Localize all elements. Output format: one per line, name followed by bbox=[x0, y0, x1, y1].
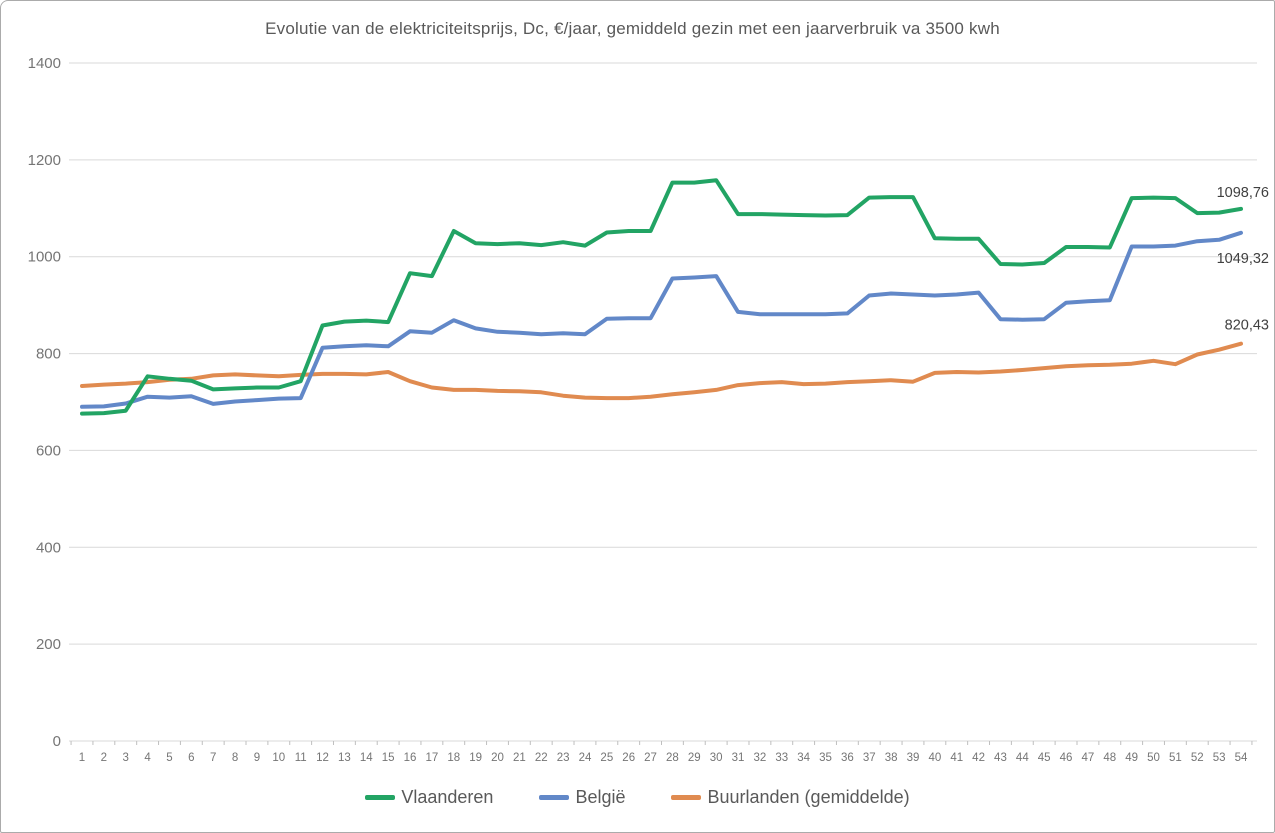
series-end-label-0: 1098,76 bbox=[1217, 185, 1269, 201]
x-tick-label: 9 bbox=[254, 752, 260, 764]
y-axis-labels: 0 200 400 600 800 1000 1200 1400 bbox=[28, 55, 61, 750]
x-tick-label: 39 bbox=[907, 752, 920, 764]
x-tick-label: 6 bbox=[188, 752, 194, 764]
x-tick-label: 25 bbox=[600, 752, 613, 764]
x-tick-label: 27 bbox=[644, 752, 657, 764]
x-tick-label: 44 bbox=[1016, 752, 1029, 764]
x-tick-label: 33 bbox=[775, 752, 788, 764]
x-tick-label: 51 bbox=[1169, 752, 1182, 764]
x-tick-label: 1 bbox=[79, 752, 85, 764]
y-gridlines bbox=[69, 62, 1257, 742]
x-tick-label: 53 bbox=[1213, 752, 1226, 764]
x-tick-label: 22 bbox=[535, 752, 548, 764]
x-tick-label: 10 bbox=[272, 752, 285, 764]
x-tick-label: 13 bbox=[338, 752, 351, 764]
x-tick-label: 43 bbox=[994, 752, 1007, 764]
legend-item-buurlanden[interactable]: Buurlanden (gemiddelde) bbox=[671, 787, 910, 808]
legend-label-belgie: België bbox=[575, 787, 626, 807]
x-tick-label: 40 bbox=[928, 752, 941, 764]
x-tick-label: 24 bbox=[579, 752, 592, 764]
x-tick-label: 54 bbox=[1235, 752, 1248, 764]
x-tick-label: 34 bbox=[797, 752, 810, 764]
x-tick-label: 46 bbox=[1060, 752, 1073, 764]
x-tick-label: 42 bbox=[972, 752, 985, 764]
x-tick-label: 15 bbox=[382, 752, 395, 764]
y-tick-label: 200 bbox=[36, 636, 61, 653]
x-tick-label: 14 bbox=[360, 752, 373, 764]
x-tick-label: 16 bbox=[404, 752, 417, 764]
x-tick-label: 32 bbox=[754, 752, 767, 764]
y-tick-label: 1000 bbox=[28, 249, 61, 266]
x-tick-label: 26 bbox=[622, 752, 635, 764]
legend-item-vlaanderen[interactable]: Vlaanderen bbox=[365, 787, 493, 808]
x-tick-label: 48 bbox=[1103, 752, 1116, 764]
x-tick-label: 19 bbox=[469, 752, 482, 764]
y-tick-label: 1200 bbox=[28, 152, 61, 169]
x-tick-label: 7 bbox=[210, 752, 216, 764]
x-tick-label: 49 bbox=[1125, 752, 1138, 764]
legend-swatch-vlaanderen-icon bbox=[365, 795, 396, 800]
x-tick-label: 29 bbox=[688, 752, 701, 764]
legend-swatch-buurlanden-icon bbox=[671, 795, 702, 800]
x-tick-label: 35 bbox=[819, 752, 832, 764]
series-end-label-2: 820,43 bbox=[1225, 318, 1269, 334]
x-tick-label: 8 bbox=[232, 752, 238, 764]
y-tick-label: 800 bbox=[36, 346, 61, 363]
y-tick-label: 400 bbox=[36, 539, 61, 556]
x-tick-label: 11 bbox=[295, 752, 307, 764]
y-tick-label: 0 bbox=[53, 733, 61, 750]
y-tick-label: 1400 bbox=[28, 55, 61, 72]
x-tick-label: 4 bbox=[144, 752, 151, 764]
x-tick-label: 45 bbox=[1038, 752, 1051, 764]
x-tick-label: 47 bbox=[1082, 752, 1095, 764]
legend-swatch-belgie-icon bbox=[539, 795, 570, 800]
series-end-label-1: 1049,32 bbox=[1217, 251, 1269, 267]
x-tick-label: 20 bbox=[491, 752, 504, 764]
x-tick-label: 30 bbox=[710, 752, 723, 764]
x-tick-label: 17 bbox=[425, 752, 438, 764]
x-axis-labels: 1 2 3 4 5 6 7 8 9 10 11 12 13 14 15 16 17 18 19 20 21 22 23 24 2… bbox=[79, 752, 1248, 764]
x-tick-label: 21 bbox=[513, 752, 526, 764]
legend-label-buurlanden: Buurlanden (gemiddelde) bbox=[707, 787, 910, 807]
x-axis-ticks bbox=[70, 741, 1253, 745]
y-tick-label: 600 bbox=[36, 442, 61, 459]
x-tick-label: 5 bbox=[166, 752, 172, 764]
x-tick-label: 31 bbox=[732, 752, 745, 764]
x-tick-label: 23 bbox=[557, 752, 570, 764]
series-line-1[interactable] bbox=[80, 230, 1243, 409]
x-tick-label: 37 bbox=[863, 752, 876, 764]
x-tick-label: 50 bbox=[1147, 752, 1160, 764]
x-tick-label: 38 bbox=[885, 752, 898, 764]
x-tick-label: 52 bbox=[1191, 752, 1204, 764]
legend-item-belgie[interactable]: België bbox=[539, 787, 625, 808]
x-tick-label: 18 bbox=[447, 752, 460, 764]
chart-title: Evolutie van de elektriciteitsprijs, Dc,… bbox=[265, 19, 1000, 38]
series-line-2[interactable] bbox=[80, 341, 1243, 401]
x-tick-label: 41 bbox=[950, 752, 963, 764]
legend: Vlaanderen België Buurlanden (gemiddelde… bbox=[1, 787, 1274, 808]
legend-label-vlaanderen: Vlaanderen bbox=[401, 787, 494, 807]
x-tick-label: 3 bbox=[123, 752, 129, 764]
x-tick-label: 28 bbox=[666, 752, 679, 764]
x-tick-label: 12 bbox=[316, 752, 329, 764]
x-tick-label: 36 bbox=[841, 752, 854, 764]
x-tick-label: 2 bbox=[101, 752, 107, 764]
series-line-0[interactable] bbox=[80, 178, 1243, 416]
